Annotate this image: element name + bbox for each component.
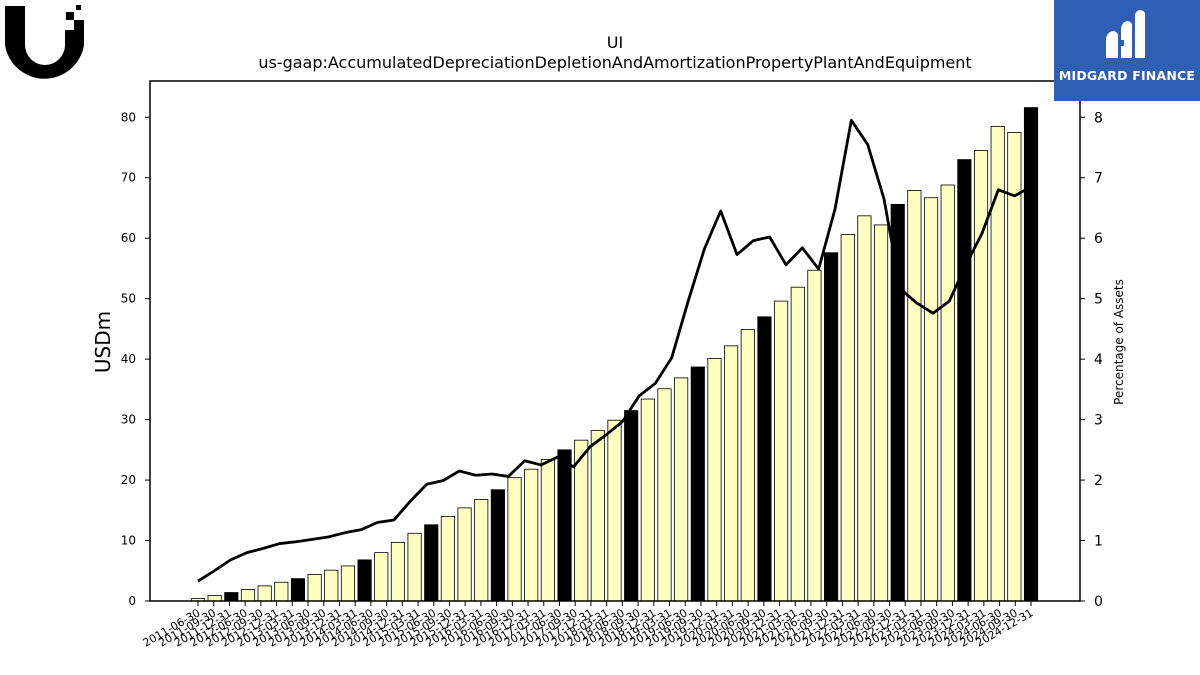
bar	[307, 574, 322, 602]
bar	[707, 358, 722, 602]
y2-tick-label: 6	[1094, 231, 1103, 247]
bar	[640, 398, 655, 602]
midgard-mountain-icon	[1106, 10, 1145, 58]
bar	[657, 388, 672, 602]
bar	[607, 419, 622, 602]
bar	[590, 430, 605, 602]
bar	[990, 125, 1005, 602]
y2-axis-label: Percentage of Assets	[1112, 279, 1126, 405]
bar	[890, 203, 905, 602]
bar	[857, 215, 872, 602]
bar	[474, 499, 489, 602]
bar	[1023, 107, 1039, 602]
y-tick-label: 50	[121, 292, 136, 306]
bar	[340, 565, 356, 602]
bar	[457, 507, 472, 602]
bar	[940, 184, 955, 602]
y-tick-label: 20	[121, 473, 136, 487]
y-axis-label: USDm	[91, 311, 115, 373]
y-tick-label: 10	[121, 534, 136, 548]
bar	[774, 300, 789, 602]
axes-layer: 0 10 20 30 40 50 60 70 80 0 1 2 3 4 5 6 7 8	[121, 80, 1103, 610]
y2-tick-label: 0	[1094, 594, 1103, 610]
y-tick-label: 60	[121, 231, 136, 245]
chart-title: UI	[607, 33, 623, 52]
y-tick-label: 30	[121, 413, 136, 427]
y2-tick-label: 7	[1094, 171, 1103, 187]
bar	[424, 524, 439, 602]
bar	[490, 489, 505, 602]
x-tick-labels: 2011-06-302011-09-302011-12-312012-06-30…	[141, 606, 1036, 649]
bar	[507, 477, 522, 602]
y2-tick-label: 2	[1094, 473, 1103, 489]
bar	[923, 197, 939, 602]
y-tick-label: 0	[128, 594, 136, 608]
bar	[973, 150, 989, 602]
bar	[257, 585, 272, 602]
percentage-line	[197, 118, 1032, 583]
y2-tick-label: 5	[1094, 292, 1103, 308]
y-tick-label: 70	[121, 171, 136, 185]
bar	[290, 578, 306, 602]
bar	[690, 366, 705, 602]
bar	[1007, 131, 1022, 602]
bar	[874, 224, 889, 602]
bar	[757, 316, 772, 602]
plot-frame	[149, 80, 1081, 602]
bar	[524, 468, 539, 602]
bar	[724, 345, 739, 602]
bar	[324, 569, 339, 602]
bar	[674, 377, 689, 602]
bar	[624, 410, 639, 602]
chart-subtitle: us-gaap:AccumulatedDepreciationDepletion…	[258, 53, 971, 72]
bar	[957, 159, 972, 602]
y2-tick-label: 1	[1094, 534, 1103, 550]
bars-layer	[190, 107, 1039, 602]
bar	[407, 532, 422, 602]
y2-tick-label: 3	[1094, 413, 1103, 429]
bar	[390, 541, 405, 602]
bar	[207, 595, 222, 602]
bar	[840, 234, 855, 602]
ubiquiti-u-logo-icon	[5, 5, 84, 79]
y2-tick-label: 8	[1094, 110, 1103, 126]
bar	[824, 252, 839, 602]
bar	[224, 592, 239, 602]
chart-titles: UI us-gaap:AccumulatedDepreciationDeplet…	[258, 33, 971, 72]
line-layer	[197, 118, 1032, 583]
bar	[357, 559, 372, 602]
bar	[374, 552, 389, 602]
bar	[240, 589, 256, 602]
y-tick-label: 40	[121, 352, 136, 366]
brand-name: MIDGARD FINANCE	[1058, 68, 1196, 83]
y-tick-label: 80	[121, 110, 136, 124]
bar	[740, 329, 755, 602]
midgard-finance-brand: MIDGARD FINANCE	[1054, 0, 1200, 101]
bar	[540, 459, 555, 602]
bar	[274, 581, 289, 602]
bar	[907, 190, 922, 602]
bar	[790, 286, 805, 602]
y2-tick-label: 4	[1094, 352, 1103, 368]
bar	[807, 269, 822, 602]
bar	[557, 449, 572, 602]
bar	[440, 515, 455, 602]
